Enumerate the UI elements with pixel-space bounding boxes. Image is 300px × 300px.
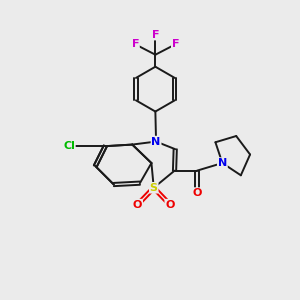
Text: Cl: Cl bbox=[63, 141, 75, 151]
Text: O: O bbox=[192, 188, 202, 198]
Text: O: O bbox=[133, 200, 142, 210]
Text: O: O bbox=[165, 200, 175, 210]
Text: F: F bbox=[172, 39, 179, 49]
Text: N: N bbox=[152, 136, 161, 147]
Text: F: F bbox=[152, 30, 159, 40]
Text: S: S bbox=[150, 183, 158, 193]
Text: F: F bbox=[131, 39, 139, 49]
Text: N: N bbox=[218, 158, 227, 168]
